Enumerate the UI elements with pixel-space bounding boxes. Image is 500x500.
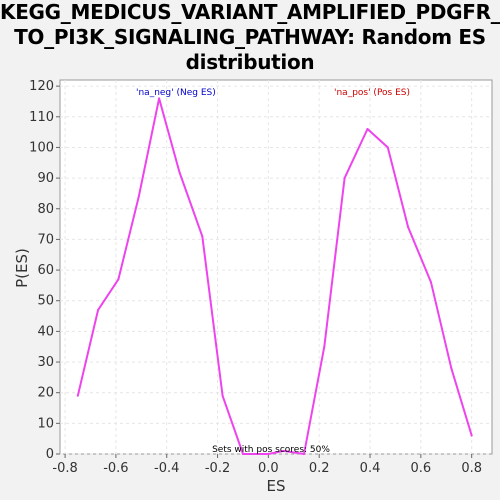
y-tick-label: 110 [29,110,54,125]
es-distribution-line [76,97,473,455]
legend-neg-label: 'na_neg' (Neg ES) [136,88,216,98]
data-point [76,394,79,397]
title-line-3: distribution [185,50,315,74]
data-point [97,308,100,311]
data-point [430,281,433,284]
y-tick-label: 40 [37,324,54,339]
y-tick-label: 20 [37,386,54,401]
title-line-1: KEGG_MEDICUS_VARIANT_AMPLIFIED_PDGFR_ [0,0,500,24]
data-point [343,177,346,180]
y-tick-label: 0 [46,447,54,462]
data-points [76,97,473,455]
y-tick-label: 100 [29,140,54,155]
chart-title: KEGG_MEDICUS_VARIANT_AMPLIFIED_PDGFR_ TO… [0,0,500,75]
y-tick-label: 50 [37,294,54,309]
x-tick-label: 0.2 [309,461,330,476]
data-point [137,195,140,198]
data-point [450,367,453,370]
data-point [221,394,224,397]
data-point [158,97,161,100]
x-tick-label: 0.6 [411,461,432,476]
y-tick-label: 70 [37,232,54,247]
x-tick-label: 0.4 [360,461,381,476]
y-tick-label: 120 [29,79,54,94]
grid [60,80,492,455]
x-tick-label: 0.0 [258,461,279,476]
y-tick-label: 80 [37,202,54,217]
data-point [407,226,410,229]
x-tick-label: -0.8 [52,461,77,476]
data-point [386,146,389,149]
legend-pos-label: 'na_pos' (Pos ES) [334,88,410,98]
data-point [241,453,244,455]
data-point [366,128,369,131]
data-point [323,345,326,348]
x-axis-label: ES [267,477,286,495]
x-tick-label: -0.2 [205,461,230,476]
y-tick-label: 30 [37,355,54,370]
data-point [470,434,473,437]
data-point [282,449,285,452]
plot-area [59,79,493,455]
x-tick-label: 0.8 [461,461,482,476]
data-point [201,235,204,238]
y-tick-label: 10 [37,416,54,431]
data-point [117,278,120,281]
y-tick-label: 90 [37,171,54,186]
y-tick-label: 60 [37,263,54,278]
pos-scores-annotation: Sets with pos scores: 50% [212,445,330,455]
data-point [178,170,181,173]
data-point [302,453,305,455]
title-line-2: TO_PI3K_SIGNALING_PATHWAY: Random ES [14,25,486,49]
data-point [267,453,270,455]
y-axis-label: P(ES) [13,248,31,288]
x-tick-label: -0.4 [154,461,179,476]
x-tick-label: -0.6 [103,461,128,476]
axis-ticks: -0.8 -0.6 -0.4 -0.2 0.0 0.2 0.4 0.6 0.8 0 10 20 30 40… [29,79,482,476]
